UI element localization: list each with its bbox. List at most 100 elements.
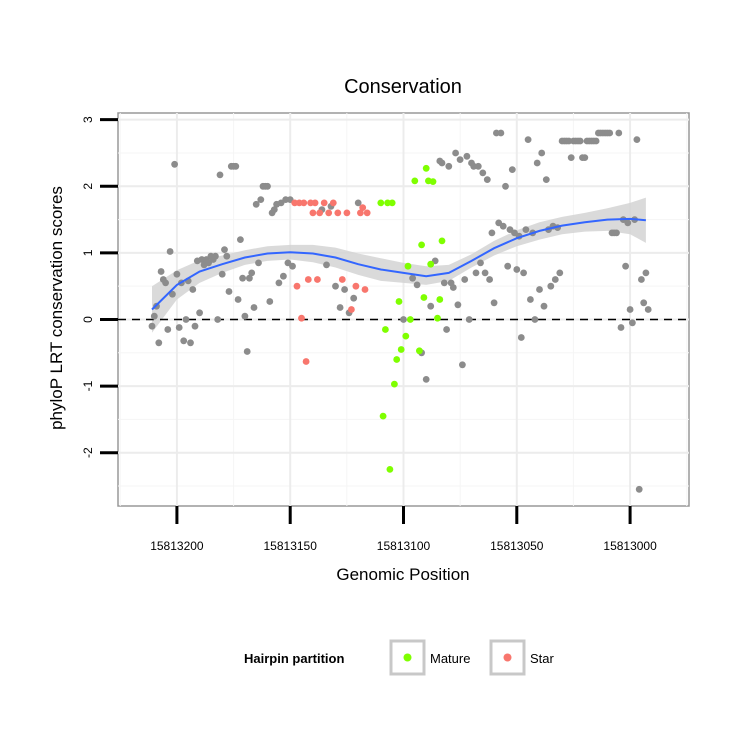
- point-other: [255, 259, 262, 267]
- point-other: [270, 206, 278, 214]
- point-other: [150, 312, 158, 320]
- point-other: [440, 279, 448, 287]
- point-star: [309, 209, 317, 217]
- point-star: [320, 199, 328, 207]
- point-other: [508, 166, 516, 174]
- point-other: [524, 136, 532, 144]
- point-other: [644, 306, 652, 313]
- legend-item-star: Star: [489, 639, 555, 676]
- point-mature: [382, 326, 389, 333]
- point-star: [363, 209, 371, 217]
- point-other: [638, 276, 645, 283]
- point-other: [633, 136, 641, 144]
- point-other: [622, 262, 629, 270]
- point-mature: [379, 412, 387, 420]
- point-other: [626, 306, 634, 313]
- point-other: [438, 159, 446, 167]
- point-star: [348, 306, 355, 313]
- legend-dot-mature: [403, 653, 412, 662]
- point-other: [221, 246, 228, 254]
- point-star: [311, 199, 319, 207]
- point-other: [520, 269, 527, 277]
- point-other: [517, 334, 525, 341]
- point-other: [250, 304, 258, 311]
- point-other: [289, 262, 296, 270]
- point-mature: [434, 314, 441, 322]
- point-star: [293, 282, 301, 290]
- point-other: [157, 268, 165, 275]
- legend-dot-star: [503, 653, 512, 662]
- point-star: [304, 276, 312, 283]
- point-other: [341, 286, 348, 293]
- point-other: [191, 322, 199, 330]
- x-axis-label: Genomic Position: [336, 565, 469, 584]
- point-other: [522, 226, 530, 234]
- point-other: [164, 326, 172, 333]
- point-mature: [402, 332, 410, 340]
- y-axis-ticks: -2 -1 0 1 2 3: [81, 116, 118, 458]
- point-other: [243, 348, 251, 355]
- point-mature: [438, 237, 446, 245]
- smooth-line: [151, 217, 646, 311]
- point-star: [300, 199, 308, 207]
- point-other: [486, 276, 493, 283]
- point-star: [359, 204, 367, 212]
- point-other: [280, 272, 287, 280]
- point-other: [461, 276, 469, 283]
- point-other: [400, 316, 407, 323]
- point-other: [162, 279, 170, 287]
- point-star: [338, 276, 346, 283]
- x-tick-label: 15813050: [490, 539, 544, 553]
- point-mature: [422, 164, 430, 172]
- point-star: [334, 209, 342, 217]
- point-other: [465, 316, 473, 323]
- point-other: [246, 274, 253, 282]
- point-other: [474, 162, 482, 170]
- point-mature: [427, 260, 435, 268]
- point-other: [490, 299, 498, 307]
- point-other: [513, 266, 521, 273]
- point-other: [640, 299, 648, 307]
- loess-line: [151, 217, 646, 311]
- point-star: [316, 209, 324, 217]
- point-other: [350, 294, 358, 302]
- point-other: [488, 229, 496, 237]
- point-other: [542, 176, 550, 184]
- point-mature: [397, 346, 405, 353]
- point-other: [497, 129, 505, 137]
- point-other: [427, 302, 435, 310]
- point-star: [314, 276, 321, 283]
- point-mature: [418, 241, 425, 249]
- point-other: [180, 337, 188, 345]
- point-other: [234, 296, 242, 303]
- point-other: [187, 339, 194, 347]
- point-other: [169, 290, 176, 298]
- point-other: [214, 316, 222, 323]
- point-other: [592, 137, 600, 145]
- point-mature: [429, 178, 437, 186]
- point-other: [237, 236, 244, 244]
- point-mature: [391, 380, 398, 388]
- point-other: [223, 252, 231, 260]
- point-mature: [406, 316, 414, 323]
- legend-item-mature: Mature: [389, 639, 470, 676]
- point-other: [409, 274, 416, 282]
- chart-title: Conservation: [344, 76, 462, 98]
- point-other: [175, 324, 183, 331]
- point-other: [538, 149, 546, 157]
- point-other: [171, 160, 179, 168]
- point-other: [445, 162, 453, 170]
- point-other: [332, 282, 339, 290]
- x-tick-label: 15813100: [377, 539, 431, 553]
- y-axis-label: phyloP LRT conservation scores: [47, 186, 66, 430]
- point-other: [182, 316, 190, 323]
- point-other: [148, 322, 156, 330]
- point-other: [212, 252, 219, 260]
- point-other: [581, 154, 589, 162]
- point-other: [449, 284, 457, 291]
- y-tick-label: 1: [81, 249, 95, 256]
- y-tick-label: 0: [81, 316, 95, 323]
- point-star: [302, 358, 310, 365]
- point-mature: [404, 262, 412, 270]
